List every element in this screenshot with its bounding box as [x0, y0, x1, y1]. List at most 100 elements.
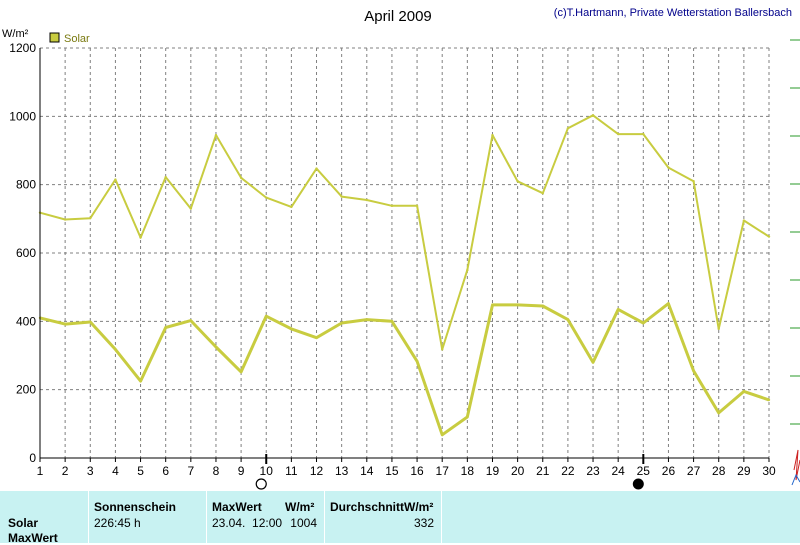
data-point-max — [365, 198, 368, 202]
data-point-average — [365, 318, 368, 321]
data-point-max — [63, 218, 67, 221]
data-point-average — [717, 411, 720, 415]
data-point-average — [189, 319, 193, 322]
full-moon-icon — [255, 478, 267, 490]
row-label-maxwert: MaxWert — [8, 531, 58, 545]
data-point-average — [214, 345, 218, 349]
x-tick-label: 7 — [187, 464, 194, 478]
data-point-max — [415, 204, 419, 208]
data-point-average — [164, 326, 167, 329]
data-point-average — [265, 315, 268, 318]
side-mini-graph — [790, 39, 800, 486]
x-tick-label: 28 — [712, 464, 726, 478]
panel-divider — [441, 491, 442, 543]
x-tick-label: 29 — [737, 464, 751, 478]
data-point-max — [239, 176, 243, 180]
legend-label: Solar — [64, 33, 90, 45]
x-tick-label: 23 — [586, 464, 600, 478]
x-tick-label: 8 — [213, 464, 220, 478]
data-point-max — [566, 127, 570, 130]
data-point-average — [642, 321, 645, 325]
data-point-average — [516, 303, 519, 307]
x-tick-label: 11 — [285, 464, 298, 478]
x-tick-label: 27 — [687, 464, 701, 478]
x-tick-label: 26 — [662, 464, 676, 478]
data-point-max — [214, 133, 218, 137]
data-point-max — [265, 196, 268, 199]
chart-title: April 2009 — [364, 8, 432, 25]
value-max: 1004 — [290, 516, 317, 530]
data-point-average — [390, 320, 394, 323]
x-tick-label: 14 — [360, 464, 374, 478]
data-point-average — [742, 390, 746, 393]
data-point-max — [164, 175, 167, 179]
data-point-max — [767, 235, 771, 238]
data-point-max — [591, 114, 595, 117]
data-point-max — [616, 132, 620, 136]
data-point-average — [667, 302, 670, 305]
data-point-max — [340, 195, 343, 198]
chart-credit: (c)T.Hartmann, Private Wetterstation Bal… — [554, 7, 792, 19]
data-point-average — [541, 304, 544, 308]
data-point-max — [541, 192, 544, 195]
series-line-max — [39, 114, 770, 351]
data-point-max — [290, 205, 293, 209]
data-point-average — [441, 433, 444, 436]
y-tick-label: 200 — [16, 383, 36, 397]
row-label-solar: Solar — [8, 516, 39, 530]
x-tick-label: 10 — [260, 464, 274, 478]
x-tick-label: 3 — [87, 464, 94, 478]
data-point-max — [667, 166, 670, 169]
x-tick-label: 17 — [436, 464, 450, 478]
x-tick-label: 22 — [561, 464, 575, 478]
data-point-max — [114, 178, 117, 181]
data-point-average — [315, 336, 318, 339]
header-maxunit: W/m² — [285, 500, 315, 514]
data-point-max — [742, 219, 746, 222]
x-tick-label: 24 — [611, 464, 625, 478]
summary-panel: Sonnenschein MaxWert W/m² DurchschnittW/… — [0, 491, 800, 545]
data-point-average — [566, 318, 570, 321]
y-tick-label: 1200 — [9, 41, 36, 55]
x-tick-label: 12 — [310, 464, 324, 478]
data-point-average — [491, 303, 494, 307]
data-point-max — [315, 167, 318, 170]
y-tick-label: 600 — [16, 246, 36, 260]
data-point-average — [767, 398, 771, 402]
data-point-max — [441, 348, 444, 351]
panel-divider — [206, 491, 207, 543]
x-tick-label: 13 — [335, 464, 349, 478]
y-tick-label: 800 — [16, 178, 36, 192]
value-average: 332 — [413, 516, 434, 530]
x-tick-label: 16 — [410, 464, 424, 478]
data-point-max — [139, 236, 142, 239]
data-point-max — [466, 268, 469, 272]
data-point-max — [390, 204, 394, 208]
header-sunshine: Sonnenschein — [94, 500, 177, 514]
data-point-average — [415, 360, 419, 363]
data-point-average — [466, 415, 469, 419]
data-point-average — [63, 322, 67, 326]
header-average: DurchschnittW/m² — [330, 500, 434, 514]
y-tick-label: 1000 — [9, 109, 36, 123]
panel-divider — [324, 491, 325, 543]
x-tick-label: 21 — [536, 464, 550, 478]
x-tick-label: 9 — [238, 464, 245, 478]
x-tick-label: 6 — [162, 464, 169, 478]
x-tick-label: 5 — [137, 464, 144, 478]
data-point-average — [290, 327, 293, 331]
data-point-average — [591, 361, 595, 364]
value-max-datetime: 23.04. 12:00 — [212, 516, 283, 530]
x-tick-label: 30 — [762, 464, 776, 478]
data-point-average — [692, 369, 695, 373]
x-tick-label: 1 — [37, 464, 44, 478]
data-point-max — [642, 132, 645, 136]
x-tick-label: 4 — [112, 464, 119, 478]
header-maxvalue: MaxWert — [212, 500, 262, 514]
data-point-average — [89, 320, 92, 324]
data-point-max — [189, 207, 193, 210]
data-point-max — [491, 133, 494, 137]
y-tick-label: 400 — [16, 314, 36, 328]
data-point-average — [239, 370, 243, 374]
